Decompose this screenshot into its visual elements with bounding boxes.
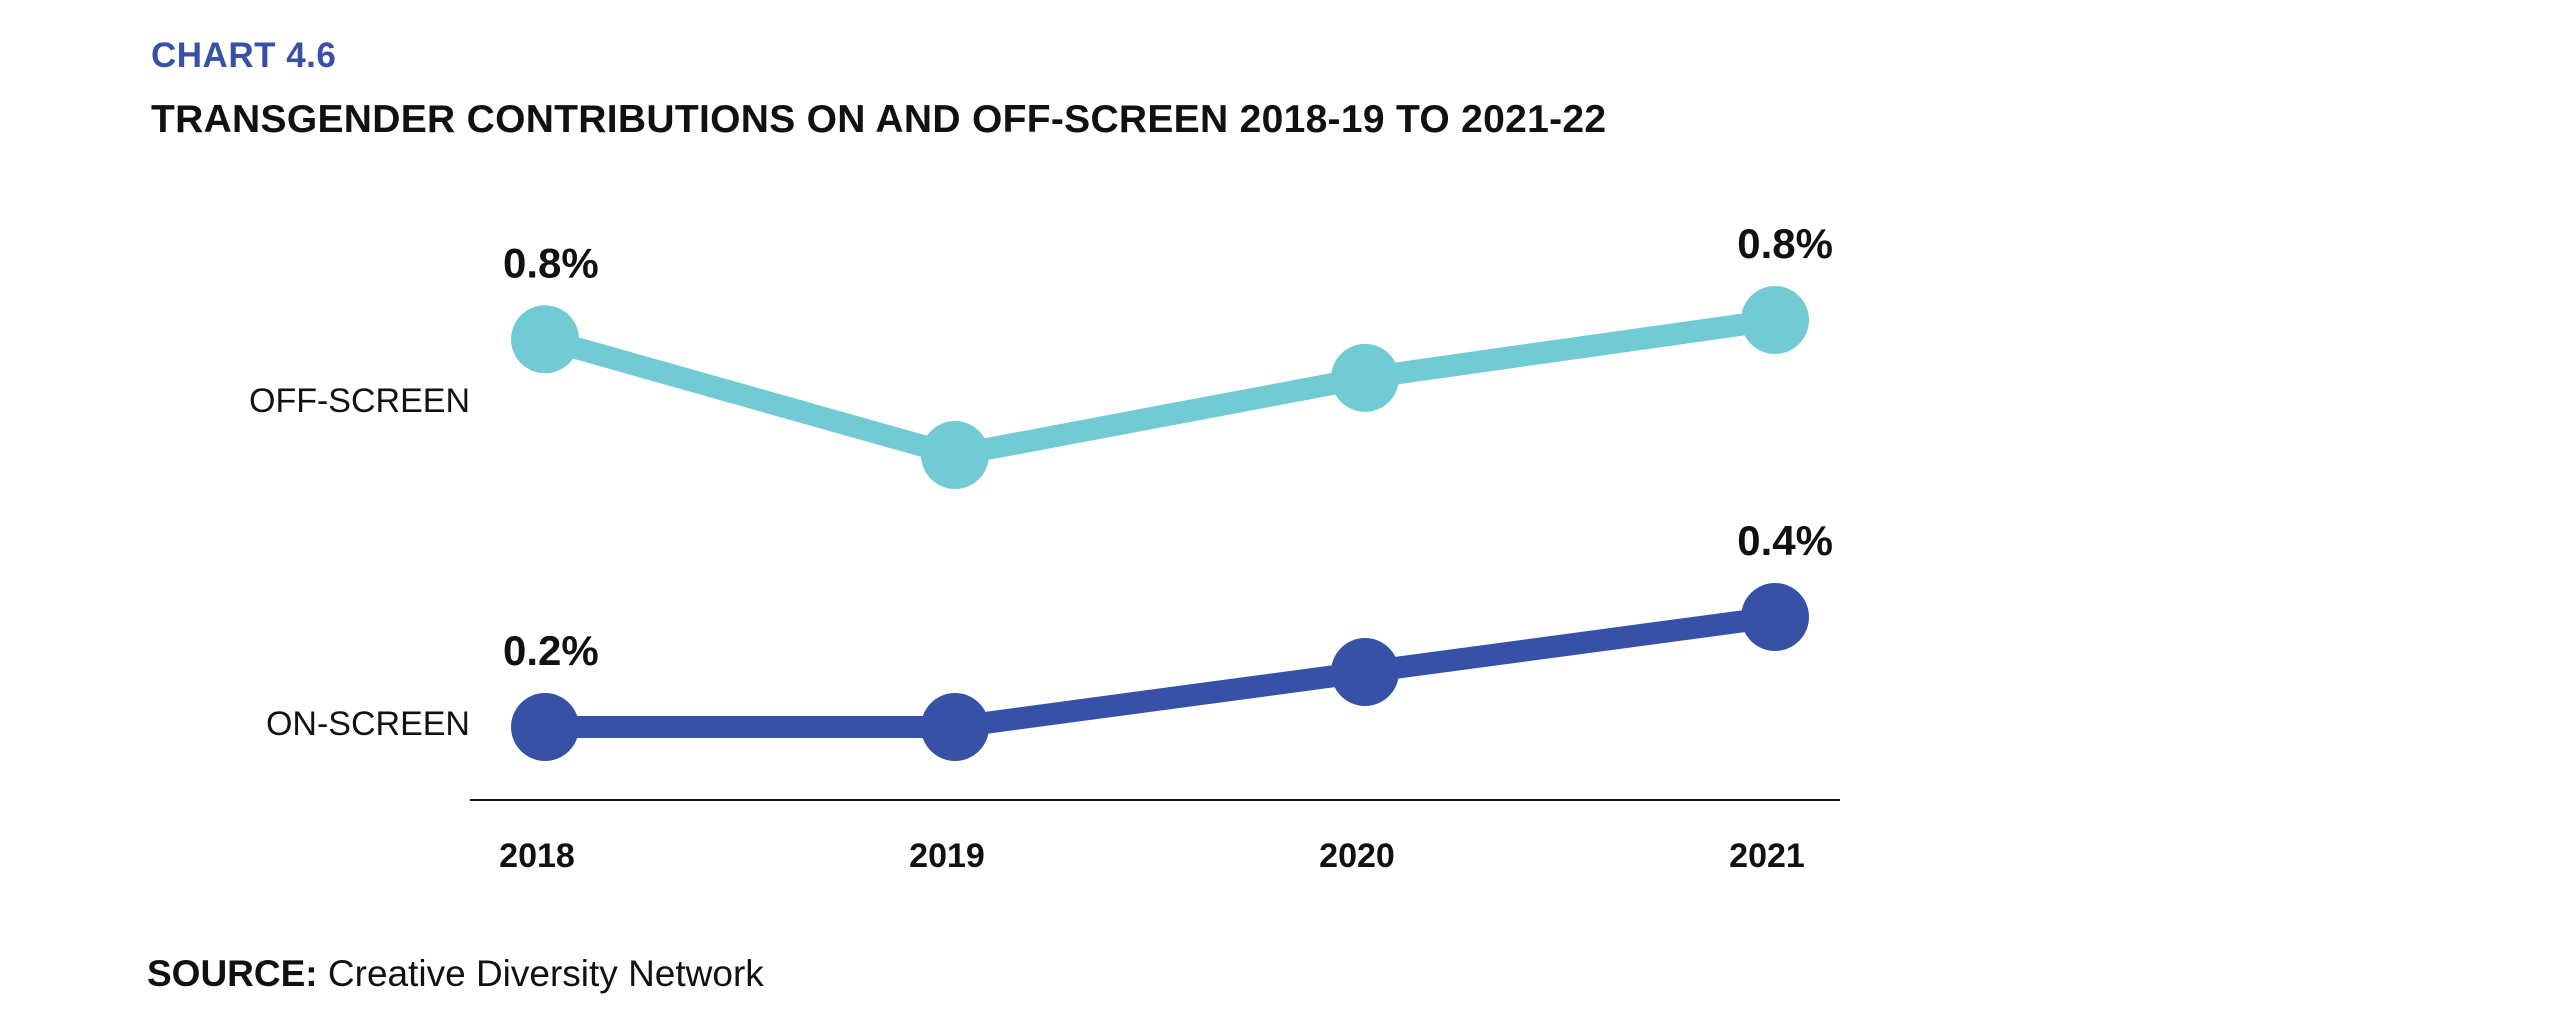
x-tick-label-2020: 2020: [1319, 837, 1395, 875]
on-screen-series-label: ON-SCREEN: [266, 705, 470, 743]
on-screen-point-2020: [1331, 638, 1399, 706]
off-screen-point-2018: [511, 305, 579, 374]
x-axis-ticks: 2018 2019 2020 2021: [499, 837, 1805, 875]
chart-number: CHART 4.6: [151, 36, 337, 75]
source-text: Creative Diversity Network: [317, 953, 764, 994]
x-tick-label-2018: 2018: [499, 837, 575, 875]
on-screen-point-2018: [511, 693, 579, 761]
chart-title: TRANSGENDER CONTRIBUTIONS ON AND OFF-SCR…: [151, 98, 1607, 141]
off-screen-point-2020: [1331, 343, 1399, 412]
off-screen-data-label-2021: 0.8%: [1737, 220, 1833, 267]
on-screen-data-label-2021: 0.4%: [1737, 517, 1833, 564]
off-screen-data-label-2018: 0.8%: [503, 239, 599, 286]
x-tick-label-2021: 2021: [1729, 837, 1805, 875]
on-screen-line: [534, 606, 1786, 738]
source-note: SOURCE: Creative Diversity Network: [147, 953, 764, 995]
series-names: OFF-SCREEN ON-SCREEN: [249, 382, 470, 743]
x-tick-label-2019: 2019: [909, 837, 985, 875]
on-screen-data-label-2018: 0.2%: [503, 627, 599, 674]
series-points: [511, 286, 1809, 761]
source-prefix: SOURCE:: [147, 953, 318, 994]
on-screen-point-2019: [921, 693, 989, 761]
on-screen-point-2021: [1741, 583, 1809, 651]
off-screen-line: [534, 309, 1786, 466]
off-screen-point-2021: [1741, 286, 1809, 354]
off-screen-series-label: OFF-SCREEN: [249, 382, 470, 420]
series-lines: [534, 309, 1786, 738]
value-labels: 0.8% 0.8% 0.2% 0.4%: [503, 220, 1833, 674]
off-screen-point-2019: [921, 421, 989, 489]
